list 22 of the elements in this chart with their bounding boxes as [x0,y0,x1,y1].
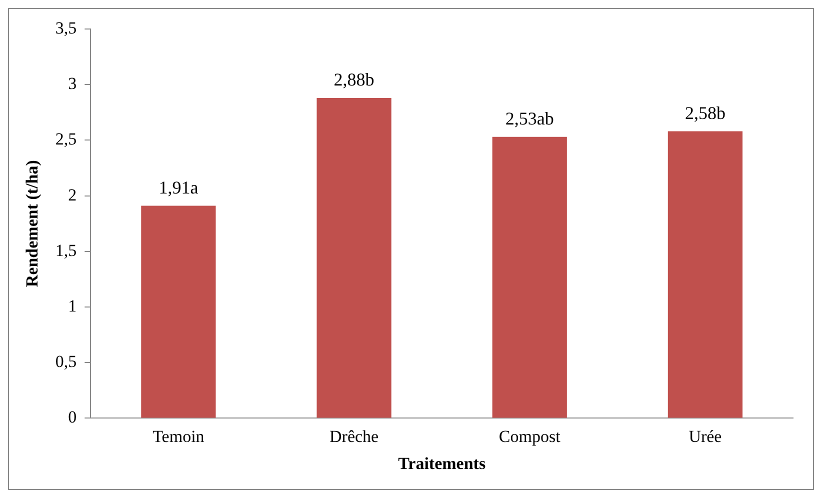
data-label: 2,88b [334,70,374,90]
bar [316,98,392,418]
y-tick-label: 3,5 [55,18,77,38]
data-label: 2,58b [684,103,726,124]
bar [668,131,743,418]
y-tick-label: 0,5 [55,352,77,372]
y-tick-label: 1 [68,296,77,316]
y-tick-label: 2 [68,185,77,204]
bar [141,206,216,418]
y-axis-title: Rendement (t/ha) [22,160,42,288]
y-tick-label: 0 [68,408,77,427]
x-tick-label: Drêche [329,426,379,446]
data-label: 2,53ab [505,108,554,129]
x-tick-label: Compost [498,426,561,446]
y-tick-label: 1,5 [55,240,77,260]
x-tick-label: Temoin [152,426,205,446]
y-tick-label: 3 [68,74,77,94]
data-label: 1,91a [158,178,198,198]
y-tick-label: 2,5 [55,130,77,149]
x-axis-title: Traitements [398,454,486,474]
bar [492,136,567,418]
x-tick-label: Urée [688,426,722,446]
